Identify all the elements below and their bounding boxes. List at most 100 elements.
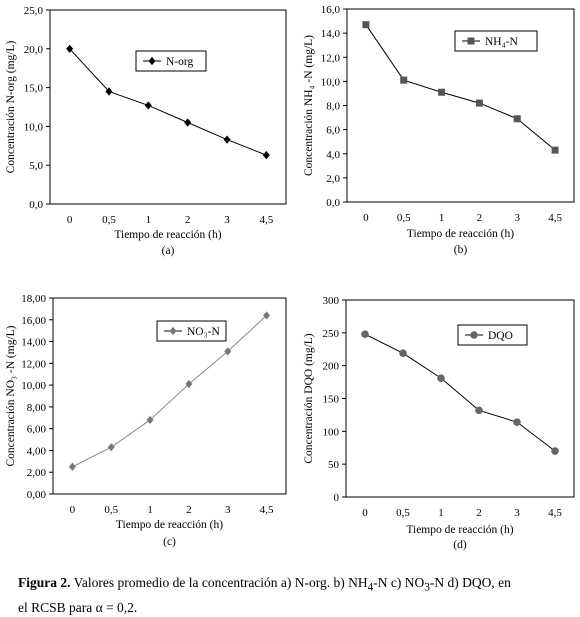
data-point	[438, 88, 446, 96]
legend: NO₃-N	[156, 320, 227, 342]
y-tick-label: 8,0	[326, 101, 340, 113]
y-tick-label: 0	[334, 492, 340, 504]
chart-panel-2: 0,0 2,0 4,0 6,0 8,0 10,0 12,0 14,0 16,0 0 0,5 1 2 3 4,…	[303, 4, 575, 256]
y-tick-label: 5,0	[29, 160, 43, 172]
data-point	[262, 151, 270, 160]
data-point	[263, 311, 271, 320]
x-tick-label: 3	[514, 507, 520, 519]
x-tick-label: 3	[224, 214, 230, 226]
series-line	[364, 333, 556, 452]
caption-mid2: -N d) DQO, en	[429, 575, 511, 590]
data-point	[400, 76, 408, 84]
x-tick-label: 4,5	[548, 507, 562, 519]
legend-box	[156, 320, 227, 342]
y-tick-label: 12,0	[321, 52, 341, 64]
caption-line1: Valores promedio de la concentración a) …	[70, 575, 368, 590]
data-point	[399, 349, 407, 357]
data-point	[475, 406, 483, 415]
y-tick-label: 10,0	[24, 121, 44, 133]
data-point	[185, 379, 193, 389]
data-point	[146, 415, 154, 425]
legend-box	[135, 50, 207, 72]
y-tick-label: 25,0	[24, 5, 44, 17]
y-tick-label: 50	[328, 459, 340, 471]
x-tick-label: 2	[185, 214, 191, 226]
y-tick-label: 14,0	[321, 28, 341, 40]
data-point	[551, 146, 559, 154]
data-point	[68, 462, 76, 471]
data-point	[144, 101, 152, 110]
data-point	[223, 135, 231, 144]
x-tick-label: 1	[147, 504, 153, 516]
x-tick-label: 0	[70, 504, 76, 516]
data-point	[224, 347, 232, 356]
y-tick-label: 18,00	[21, 293, 46, 305]
x-tick-label: 0	[362, 507, 368, 519]
x-tick-label: 0	[67, 214, 73, 226]
legend-marker	[169, 326, 177, 336]
x-tick-label: 0,5	[396, 507, 410, 519]
x-tick-label: 0,5	[104, 504, 118, 516]
x-tick-label: 2	[476, 507, 482, 519]
caption-sub2: 3	[424, 581, 430, 594]
data-point	[105, 87, 113, 96]
y-axis-label: Concentración NH₄ -N (mg/L)	[303, 35, 315, 176]
y-tick-label: 0,0	[326, 197, 340, 209]
data-point	[551, 447, 559, 455]
legend: DQO	[457, 324, 528, 346]
data-point	[361, 330, 369, 338]
x-tick-label: 4,5	[260, 504, 274, 516]
panel-label: (d)	[453, 539, 467, 551]
y-tick-label: 4,00	[27, 445, 47, 457]
y-tick-label: 0,0	[29, 199, 43, 211]
chart-panel-4: 0 50 100 150 200 250 300 0 0,5 1 2 3 4,5 Tiempo de re…	[303, 295, 575, 551]
series-line	[365, 24, 556, 151]
y-tick-label: 250	[323, 328, 340, 340]
x-tick-label: 0,5	[397, 212, 411, 224]
y-tick-label: 8,00	[27, 402, 47, 414]
x-axis-label: Tiempo de reacción (h)	[116, 519, 223, 531]
data-point	[66, 44, 74, 53]
data-point	[107, 443, 115, 452]
y-tick-label: 150	[323, 394, 340, 406]
y-axis-label: Concentración NO₃ -N (mg/L)	[5, 325, 17, 466]
y-tick-label: 2,0	[326, 173, 340, 185]
x-axis-label: Tiempo de reacción (h)	[407, 228, 514, 240]
y-tick-label: 16,0	[321, 4, 341, 16]
y-tick-label: 20,0	[24, 44, 44, 56]
series-line	[69, 48, 267, 156]
legend-box	[457, 324, 528, 346]
data-point	[362, 21, 370, 29]
x-tick-label: 1	[146, 214, 152, 226]
legend-label: DQO	[488, 330, 513, 342]
chart-panel-3: 0,00 2,00 4,00 6,00 8,00 10,00 12,00 14,00 16,00…	[5, 293, 287, 548]
x-tick-label: 3	[515, 212, 521, 224]
y-tick-label: 10,00	[21, 380, 46, 392]
x-tick-label: 2	[477, 212, 483, 224]
y-tick-label: 10,0	[321, 76, 341, 88]
caption-line2: el RCSB para α = 0,2.	[18, 599, 138, 615]
y-tick-label: 6,00	[27, 424, 47, 436]
x-tick-label: 1	[439, 212, 445, 224]
data-point	[184, 118, 192, 127]
y-tick-label: 300	[323, 295, 340, 307]
legend-marker	[467, 37, 475, 45]
caption-sub1: 4	[367, 581, 374, 594]
panel-label: (a)	[162, 245, 175, 257]
x-tick-label: 0	[363, 212, 369, 224]
x-tick-label: 2	[186, 504, 192, 516]
y-tick-label: 200	[323, 361, 340, 373]
legend-label: NO₃-N	[187, 326, 220, 338]
y-tick-label: 12,00	[21, 358, 46, 370]
plot-area	[49, 9, 287, 205]
x-tick-label: 4,5	[259, 214, 273, 226]
y-tick-label: 16,00	[21, 315, 46, 327]
data-point	[513, 115, 521, 123]
legend-marker	[148, 56, 156, 66]
y-tick-label: 100	[323, 426, 340, 438]
series-line	[72, 315, 267, 468]
y-tick-label: 4,0	[326, 149, 340, 161]
x-axis-label: Tiempo de reacción (h)	[114, 229, 221, 241]
y-tick-label: 2,00	[27, 467, 47, 479]
